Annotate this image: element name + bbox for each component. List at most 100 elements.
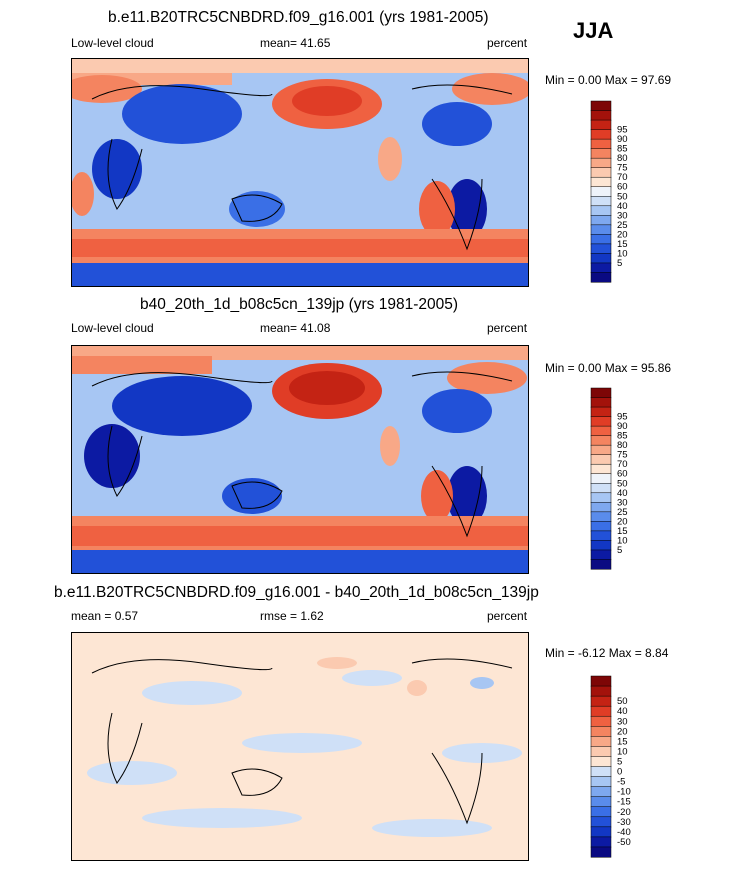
panel-2-colorbar-swatch (590, 540, 612, 551)
panel-2-colorbar-swatch (590, 511, 612, 522)
field-australia (229, 191, 285, 227)
panel-1-colorbar-swatch (590, 129, 612, 140)
panel-1-minmax-label: Min = 0.00 Max = 97.69 (545, 73, 672, 87)
panel-1-colorbar-swatch (590, 224, 612, 235)
field-north-america (422, 102, 492, 146)
panel-1-colorbar-swatch (590, 262, 612, 274)
panel-1-colorbar-swatch (590, 157, 612, 169)
field-africa (92, 139, 142, 199)
diff-patch-8 (407, 680, 427, 696)
panel-3-units-label: percent (487, 609, 528, 623)
panel-1-colorbar-tick-label: 15 (617, 239, 628, 250)
field-southern-ocean-core (72, 526, 528, 546)
panel-2-colorbar-swatch (590, 435, 612, 446)
field-southern-ocean-core (72, 239, 528, 257)
field-arctic (72, 59, 528, 73)
field-north-pacific-core (289, 371, 365, 405)
panel-1-colorbar-swatch (590, 205, 612, 216)
panel-1-colorbar-tick-label: 90 (617, 134, 628, 145)
panel-1-colorbar-swatch (590, 186, 612, 197)
panel-1-colorbar-tick-label: 80 (617, 153, 628, 164)
panel-3-colorbar-swatch (590, 685, 612, 697)
field-peru-stratocumulus (421, 470, 453, 522)
panel-1-colorbar-swatch (590, 196, 612, 207)
panel-3-colorbar-tick-label: 5 (617, 756, 622, 767)
panel-3-colorbar-swatch (590, 726, 612, 737)
panel-2-colorbar-tick-label: 50 (617, 478, 628, 489)
diff-patch-6 (142, 808, 302, 828)
diff-patch-10 (470, 677, 494, 689)
panel-1-colorbar-tick-label: 75 (617, 163, 628, 174)
field-north-pacific-core (292, 86, 362, 116)
panel-1-colorbar-swatch (590, 148, 612, 159)
panel-1-colorbar-swatch (590, 100, 612, 112)
panel-2-colorbar-tick-label: 80 (617, 440, 628, 451)
panel-2-mean-label: mean= 41.08 (260, 321, 331, 335)
panel-3-colorbar-tick-label: -20 (617, 807, 631, 818)
panel-3-colorbar-swatch (590, 786, 612, 798)
panel-2-colorbar-swatch (590, 406, 612, 418)
panel-1-colorbar-swatch (590, 110, 612, 121)
panel-3-colorbar-tick-label: 0 (617, 767, 622, 778)
panel-2-colorbar-swatch (590, 530, 612, 541)
field-peru-stratocumulus (419, 181, 455, 237)
panel-3-colorbar-swatch (590, 736, 612, 747)
panel-1-units-label: percent (487, 36, 528, 50)
panel-2-colorbar-swatch (590, 483, 612, 494)
panel-1-title: b.e11.B20TRC5CNBDRD.f09_g16.001 (yrs 198… (108, 9, 489, 26)
diff-patch-2 (342, 670, 402, 686)
panel-3-colorbar-swatch (590, 675, 612, 687)
panel-1-colorbar-tick-label: 25 (617, 220, 628, 231)
field-california-stratocumulus (380, 426, 400, 466)
panel-3-colorbar-swatch (590, 766, 612, 778)
diff-patch-3 (87, 761, 177, 785)
panel-3-colorbar-tick-label: 15 (617, 736, 628, 747)
panel-1-colorbar-swatch (590, 272, 612, 283)
field-north-atlantic (72, 356, 212, 374)
panel-3-colorbar-tick-label: 20 (617, 726, 628, 737)
panel-3-map (71, 632, 529, 861)
field-atlantic-west (72, 75, 142, 103)
panel-2-colorbar-tick-label: 15 (617, 526, 628, 537)
panel-3-colorbar-swatch (590, 746, 612, 757)
panel-1-colorbar-tick-label: 85 (617, 144, 628, 155)
panel-3-colorbar-swatch (590, 816, 612, 828)
panel-2-units-label: percent (487, 321, 528, 335)
panel-1-colorbar-tick-label: 70 (617, 172, 628, 183)
panel-2-colorbar-swatch (590, 521, 612, 532)
panel-3-colorbar-swatch (590, 756, 612, 768)
panel-2-colorbar-swatch (590, 425, 612, 437)
panel-1-colorbar-swatch (590, 215, 612, 226)
field-north-america (422, 389, 492, 433)
panel-1-colorbar-tick-label: 60 (617, 182, 628, 193)
panel-1-colorbar-tick-label: 5 (617, 258, 622, 269)
panel-2-colorbar-tick-label: 75 (617, 450, 628, 461)
panel-2-colorbar-swatch (590, 502, 612, 513)
panel-2-colorbar-swatch (590, 387, 612, 399)
panel-2-colorbar-swatch (590, 473, 612, 484)
panel-3-title: b.e11.B20TRC5CNBDRD.f09_g16.001 - b40_20… (54, 584, 539, 601)
panel-2-title: b40_20th_1d_b08c5cn_139jp (yrs 1981-2005… (140, 296, 458, 313)
panel-2-colorbar-tick-label: 20 (617, 516, 628, 527)
panel-3-colorbar-swatch (590, 836, 612, 848)
panel-2-colorbar-swatch (590, 492, 612, 503)
panel-2-field (72, 346, 528, 573)
panel-2-colorbar-tick-label: 10 (617, 535, 628, 546)
panel-2-colorbar-tick-label: 5 (617, 545, 622, 556)
panel-1-colorbar-swatch (590, 138, 612, 150)
panel-1-coastlines (91, 84, 513, 251)
field-antarctica (72, 550, 528, 573)
panel-1-mean-label: mean= 41.65 (260, 36, 331, 50)
panel-3-colorbar-swatch (590, 826, 612, 838)
panel-3-colorbar-tick-label: 10 (617, 746, 628, 757)
field-namibia-stratocumulus (72, 172, 94, 216)
diff-patch-1 (142, 681, 242, 705)
panel-2-colorbar-tick-label: 95 (617, 412, 628, 423)
panel-2-colorbar-tick-label: 60 (617, 469, 628, 480)
panel-3-colorbar-tick-label: -5 (617, 777, 625, 788)
panel-2-colorbar-tick-label: 40 (617, 488, 628, 499)
panel-3-colorbar-tick-label: 50 (617, 696, 628, 707)
panel-1-colorbar-tick-label: 40 (617, 201, 628, 212)
